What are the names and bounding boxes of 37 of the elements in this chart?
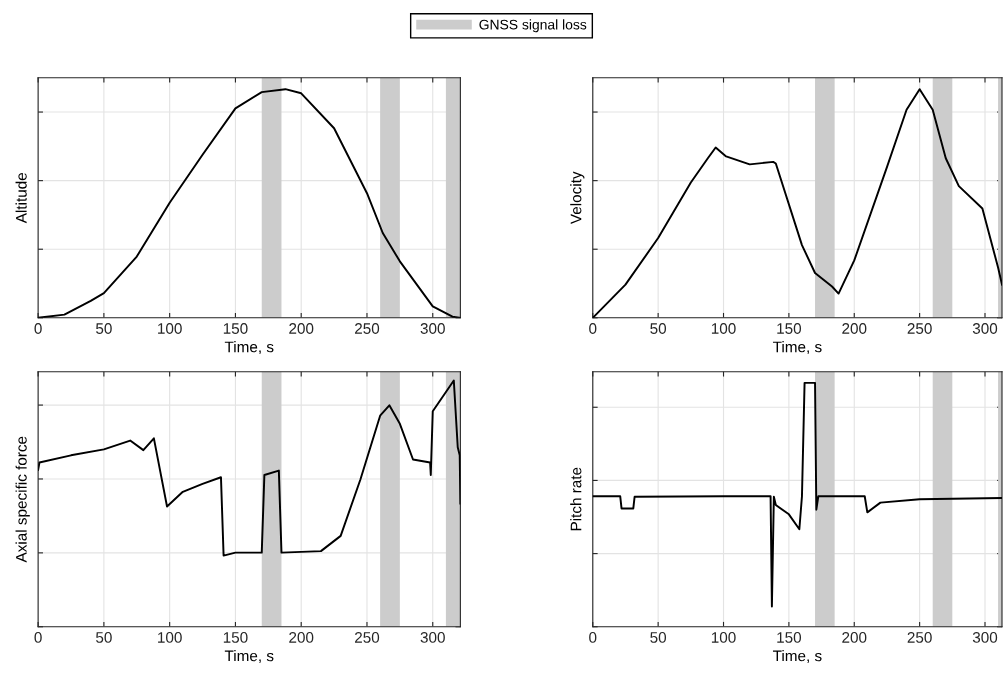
x-tick-label: 0 <box>589 632 597 643</box>
y-axis-title: Altitude <box>15 172 27 224</box>
legend-label: GNSS signal loss <box>479 19 587 33</box>
x-tick-label: 50 <box>96 323 112 334</box>
x-tick-label: 200 <box>842 632 867 643</box>
x-tick-label: 200 <box>842 323 867 334</box>
x-tick-label: 50 <box>650 632 667 643</box>
y-axis-title: Axial specific force <box>15 436 30 563</box>
x-axis-title: Time, s <box>224 650 274 664</box>
x-tick-label: 250 <box>907 632 932 643</box>
x-tick-label: 300 <box>972 632 998 643</box>
x-tick-label: 250 <box>907 323 932 334</box>
x-tick-label: 0 <box>34 323 42 334</box>
x-tick-label: 300 <box>420 323 445 334</box>
x-tick-label: 150 <box>777 323 802 334</box>
x-tick-label: 250 <box>355 632 380 643</box>
x-axis-title: Time, s <box>772 650 822 664</box>
x-tick-label: 300 <box>420 632 445 643</box>
x-axis-title: Time, s <box>224 341 274 355</box>
x-tick-label: 250 <box>355 323 380 334</box>
x-tick-label: 100 <box>158 323 182 334</box>
x-tick-label: 150 <box>223 323 248 334</box>
x-tick-label: 50 <box>650 323 667 334</box>
x-axis-title: Time, s <box>772 341 822 355</box>
x-tick-label: 150 <box>223 632 248 643</box>
x-tick-label: 100 <box>711 632 736 643</box>
x-tick-label: 150 <box>777 632 802 643</box>
x-tick-label: 100 <box>711 323 736 334</box>
x-tick-label: 50 <box>96 632 112 643</box>
x-tick-label: 200 <box>289 632 314 643</box>
x-tick-label: 0 <box>589 323 597 334</box>
y-axis-title: Pitch rate <box>570 467 582 531</box>
x-tick-label: 200 <box>289 323 314 334</box>
y-axis-title: Velocity <box>570 171 585 225</box>
x-tick-label: 0 <box>34 632 42 643</box>
x-tick-label: 300 <box>972 323 998 334</box>
x-tick-label: 100 <box>158 632 182 643</box>
